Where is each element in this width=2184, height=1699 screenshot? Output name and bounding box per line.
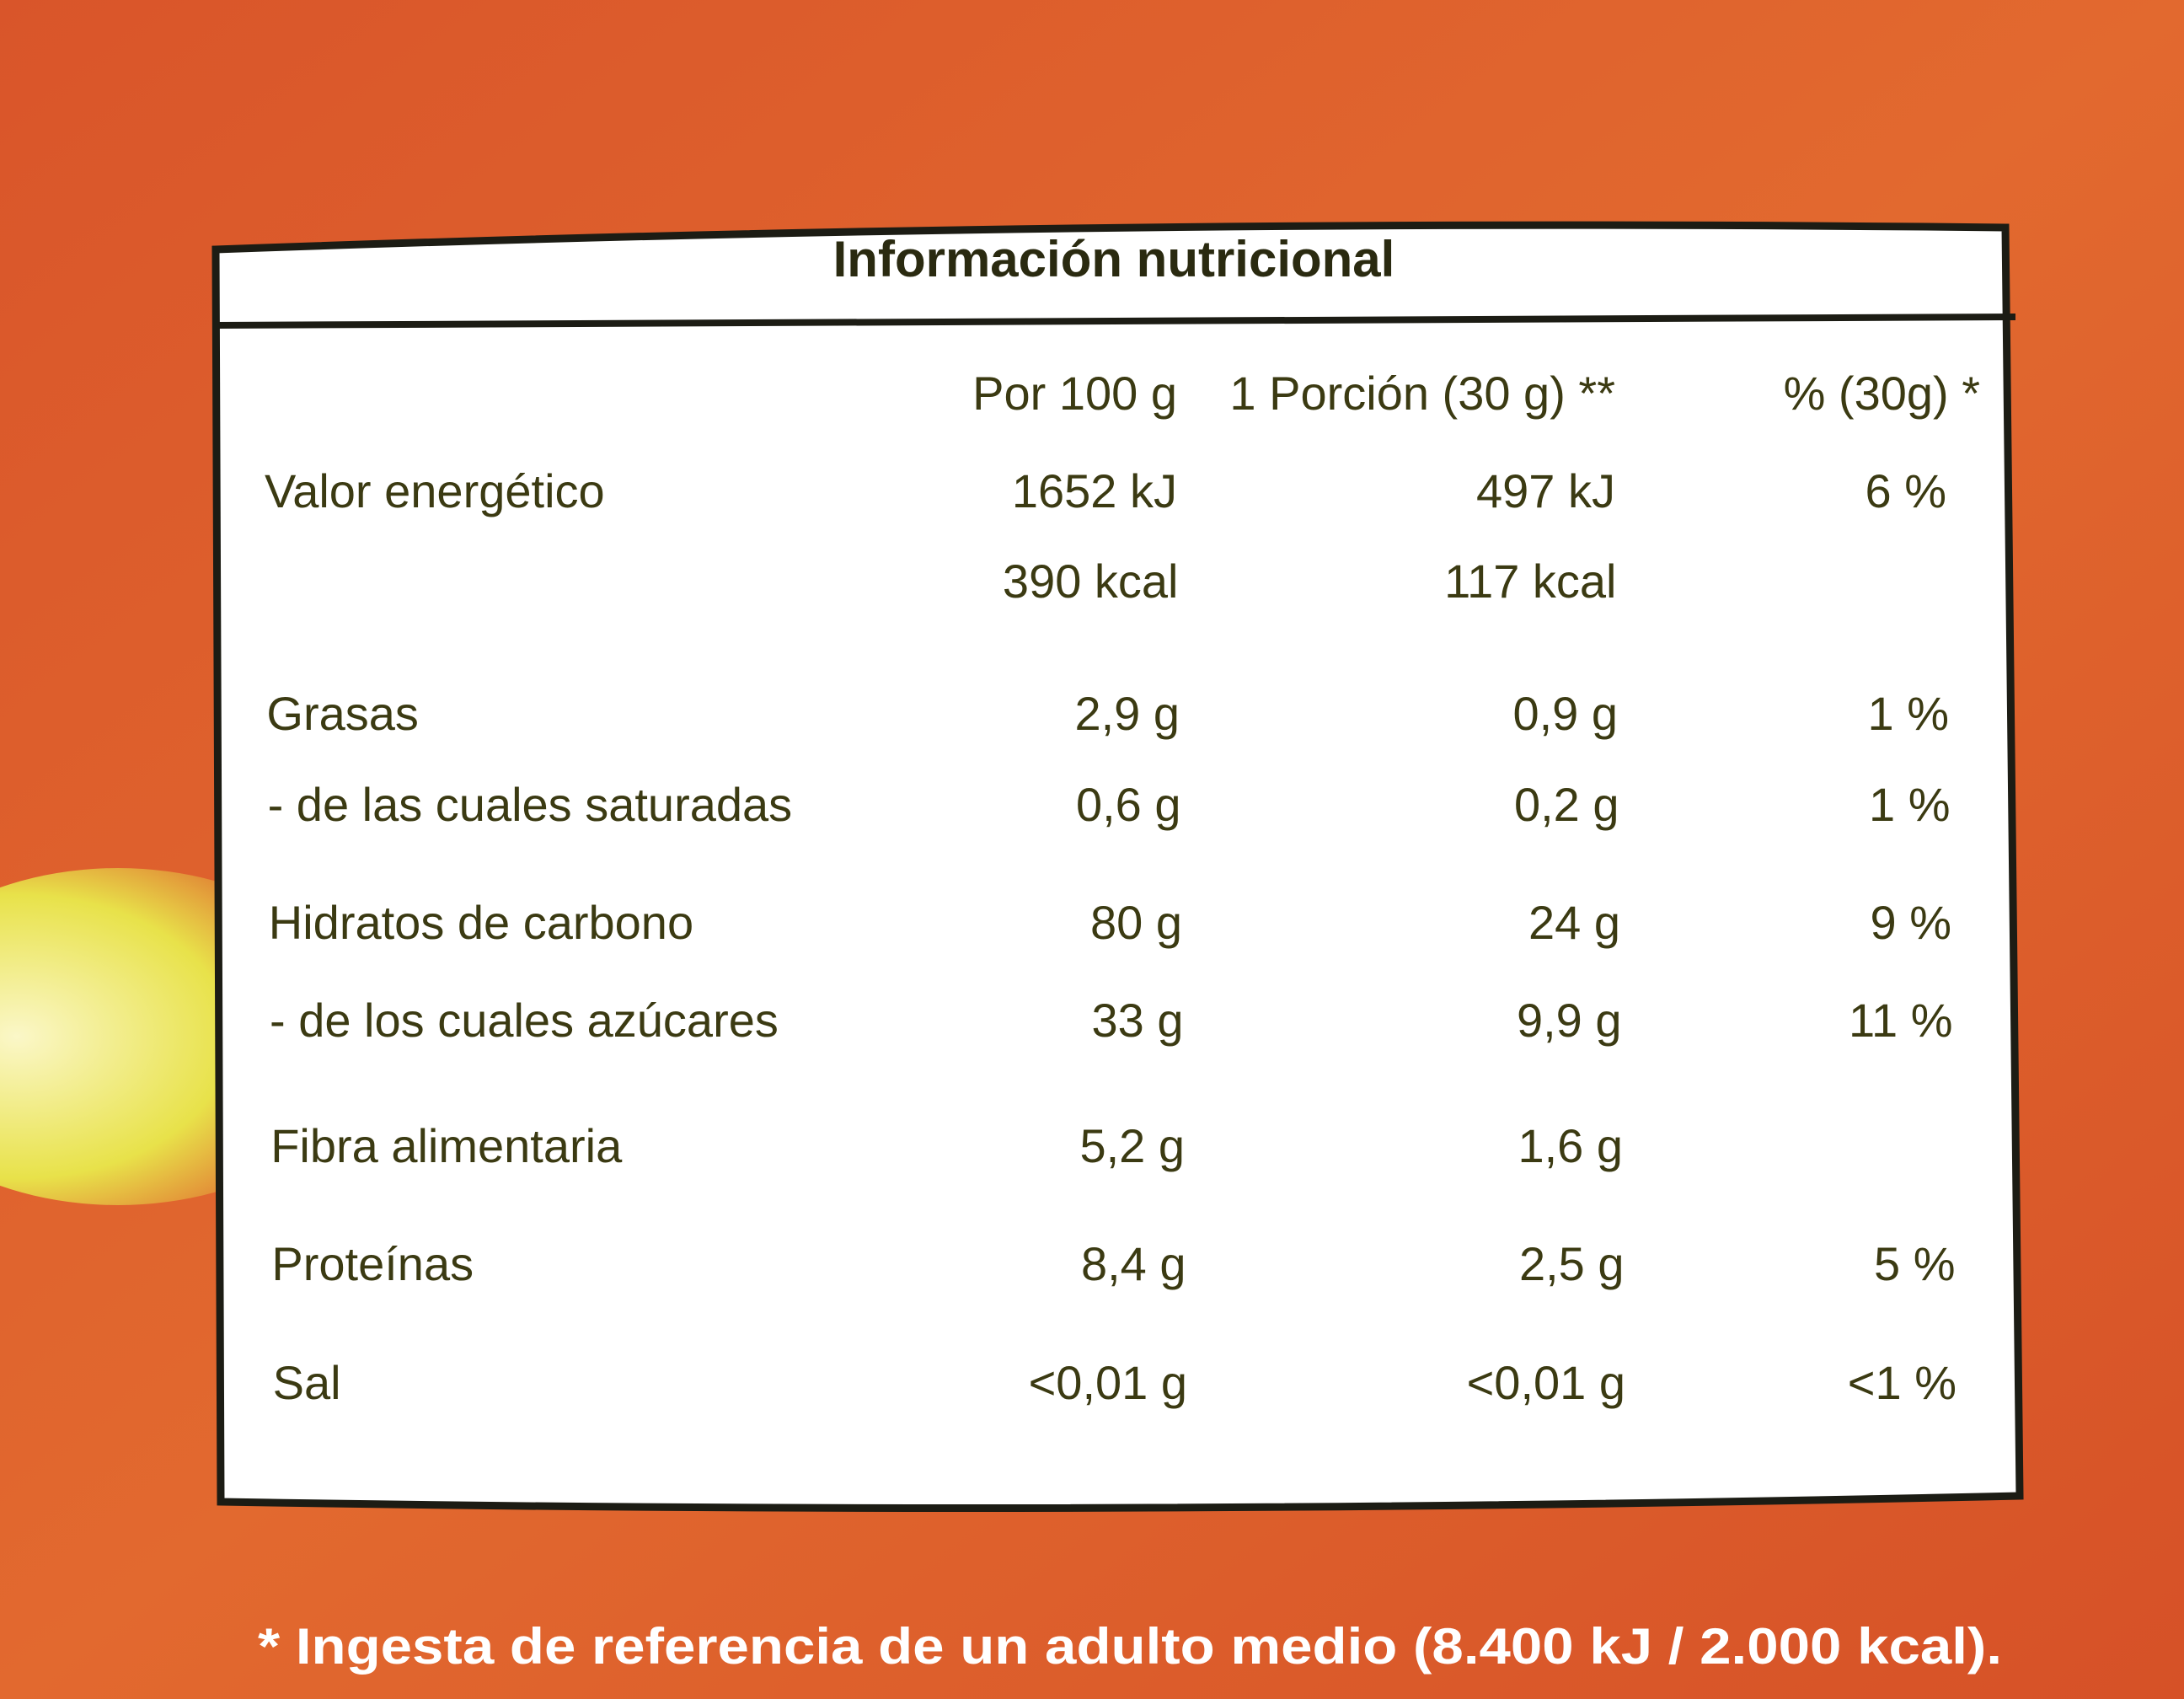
cell-value: 5 %	[1874, 1237, 1956, 1290]
title-rule	[215, 314, 2016, 329]
cell-value: 24 g	[1528, 896, 1620, 949]
table-title: Información nutricional	[833, 231, 1395, 287]
row-label: Fibra alimentaria	[270, 1119, 623, 1172]
cell-value: 33 g	[1092, 994, 1184, 1047]
cell-value: 80 g	[1090, 896, 1182, 949]
cell-value: <0,01 g	[1467, 1356, 1625, 1409]
cell-value: 1652 kJ	[1012, 464, 1177, 517]
row-label: Sal	[273, 1356, 341, 1409]
cell-value: 0,6 g	[1076, 778, 1181, 831]
column-header: 1 Porción (30 g) **	[1229, 367, 1615, 420]
footnote: * Ingesta de referencia de un adulto med…	[258, 1618, 2002, 1675]
cell-value: 9,9 g	[1517, 994, 1622, 1047]
column-header: Por 100 g	[972, 367, 1177, 420]
cell-value: 9 %	[1871, 896, 1952, 949]
row-label: Valor energético	[265, 464, 605, 517]
cell-value: 1 %	[1868, 687, 1950, 740]
column-header: % (30g) *	[1784, 367, 1980, 420]
cell-value: 0,9 g	[1512, 687, 1618, 740]
cell-value: 0,2 g	[1514, 778, 1619, 831]
row-label: Hidratos de carbono	[269, 896, 693, 949]
cell-value: 6 %	[1866, 464, 1947, 517]
row-label: Proteínas	[271, 1237, 474, 1290]
cell-value: 117 kcal	[1444, 555, 1616, 608]
row-label: Grasas	[266, 687, 419, 740]
cell-value: 5,2 g	[1079, 1119, 1185, 1172]
cell-value: 11 %	[1849, 994, 1952, 1047]
cell-value: 497 kJ	[1476, 464, 1615, 517]
cell-value: 2,9 g	[1074, 687, 1180, 740]
table-box	[211, 221, 2024, 1513]
cell-value: 1,6 g	[1518, 1119, 1623, 1172]
row-label: - de los cuales azúcares	[270, 994, 779, 1047]
cell-value: 2,5 g	[1519, 1237, 1625, 1290]
cell-value: 8,4 g	[1081, 1237, 1186, 1290]
cell-value: <1 %	[1848, 1356, 1956, 1409]
cell-value: 1 %	[1869, 778, 1951, 831]
cell-value: <0,01 g	[1029, 1356, 1187, 1409]
cell-value: 390 kcal	[1003, 555, 1179, 608]
row-label: - de las cuales saturadas	[268, 778, 793, 831]
table-body: Por 100 g 1 Porción (30 g) ** % (30g) * Val…	[265, 367, 1980, 1409]
